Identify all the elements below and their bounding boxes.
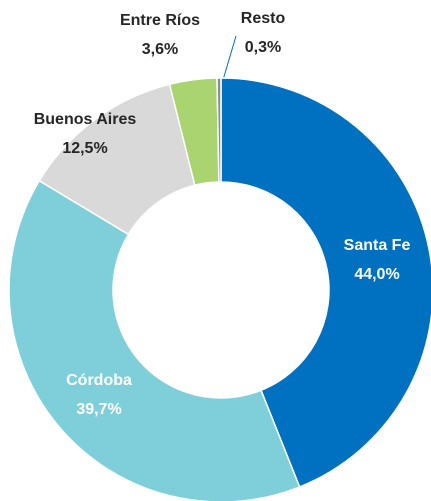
slice-value: 44,0% (354, 266, 399, 283)
slice-name: Resto (241, 10, 286, 27)
slice (216, 77, 222, 183)
slice-value: 0,3% (245, 39, 281, 56)
slice-value: 12,5% (62, 140, 107, 157)
leader-line (222, 35, 237, 81)
slice (220, 77, 431, 488)
slice-value: 39,7% (76, 401, 121, 418)
slice-name: Buenos Aires (34, 111, 137, 128)
slice-name: Córdoba (66, 372, 132, 389)
slice (8, 179, 301, 501)
slice-value: 3,6% (142, 41, 178, 58)
slice-name: Entre Ríos (120, 12, 200, 29)
slice-name: Santa Fe (344, 237, 411, 254)
